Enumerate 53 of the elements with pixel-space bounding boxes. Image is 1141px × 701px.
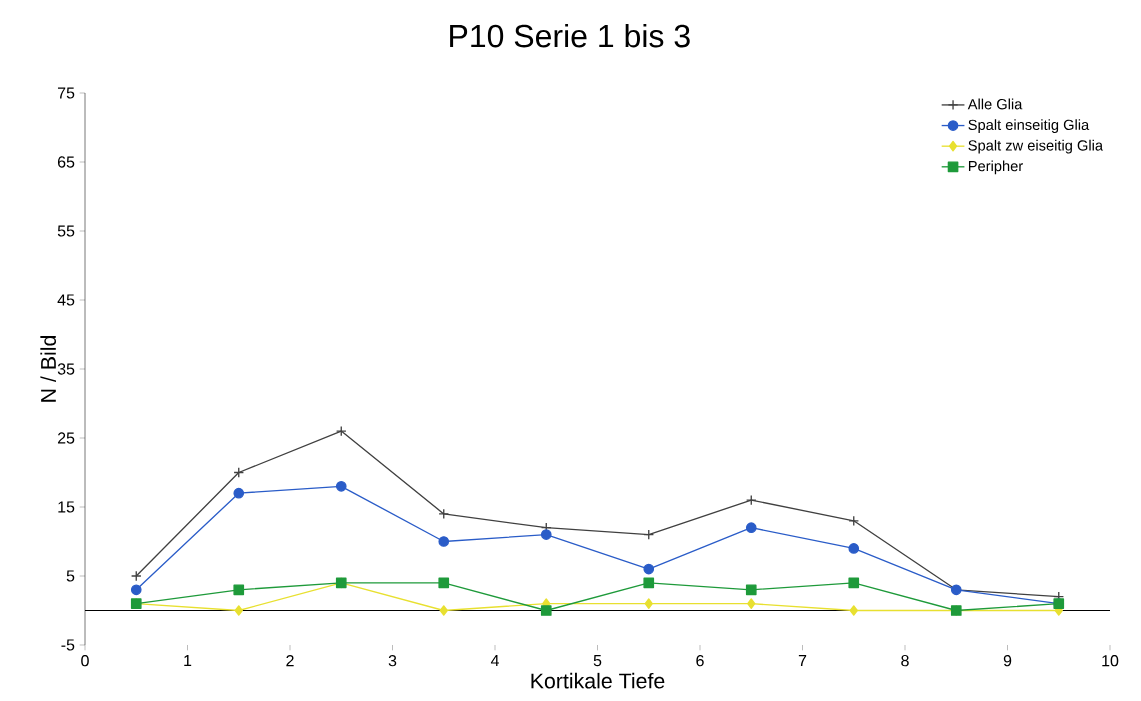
point: [848, 543, 860, 554]
y-tick-label: 45: [57, 294, 75, 306]
y-tick-label: 35: [57, 363, 75, 375]
point: [438, 536, 450, 547]
x-tick-label: 5: [593, 655, 602, 667]
point: [233, 487, 245, 499]
point: [438, 577, 450, 589]
x-axis-title: Kortikale Tiefe: [531, 672, 665, 689]
point: [745, 584, 757, 596]
y-tick-label: 55: [57, 225, 75, 237]
legend-label: Spalt zw eiseitig Glia: [968, 139, 1104, 154]
y-axis-title: N / Bild: [40, 336, 57, 402]
chart-title: P10 Serie 1 bis 3: [450, 23, 690, 48]
point: [335, 425, 347, 437]
point: [438, 508, 450, 520]
x-tick-label: 10: [1102, 655, 1119, 667]
point: [335, 480, 347, 492]
point: [540, 529, 552, 540]
legend-label: Alle Glia: [967, 98, 1023, 110]
y-tick-label: -5: [61, 639, 75, 651]
legend-label: Peripher: [968, 160, 1023, 175]
point: [644, 598, 653, 609]
y-tick-label: 75: [57, 87, 75, 99]
point: [439, 605, 448, 616]
x-tick-label: 0: [81, 655, 89, 667]
point: [130, 570, 142, 582]
point: [848, 515, 860, 527]
x-tick-label: 8: [901, 655, 909, 667]
x-tick-label: 4: [490, 655, 499, 667]
y-tick-label: 15: [58, 501, 75, 513]
y-tick-label: 65: [57, 156, 75, 168]
point: [234, 605, 243, 616]
point: [540, 605, 552, 616]
x-tick-label: 9: [1003, 655, 1012, 667]
x-tick-label: 6: [696, 655, 704, 667]
y-tick-label: 25: [57, 432, 75, 444]
x-tick-label: 7: [798, 655, 807, 667]
x-tick-label: 1: [184, 655, 192, 667]
point: [745, 522, 757, 534]
point: [233, 584, 245, 596]
x-tick-label: 3: [388, 655, 397, 667]
point: [233, 467, 245, 478]
legend-label: Spalt einseitig Glia: [968, 119, 1090, 133]
point: [849, 605, 858, 616]
point: [747, 598, 756, 609]
point: [745, 494, 757, 506]
x-tick-label: 2: [286, 655, 294, 667]
point: [643, 529, 655, 540]
point: [848, 577, 860, 589]
point: [643, 563, 655, 575]
point: [130, 584, 142, 596]
point: [643, 577, 655, 589]
y-tick-label: 5: [66, 570, 75, 582]
